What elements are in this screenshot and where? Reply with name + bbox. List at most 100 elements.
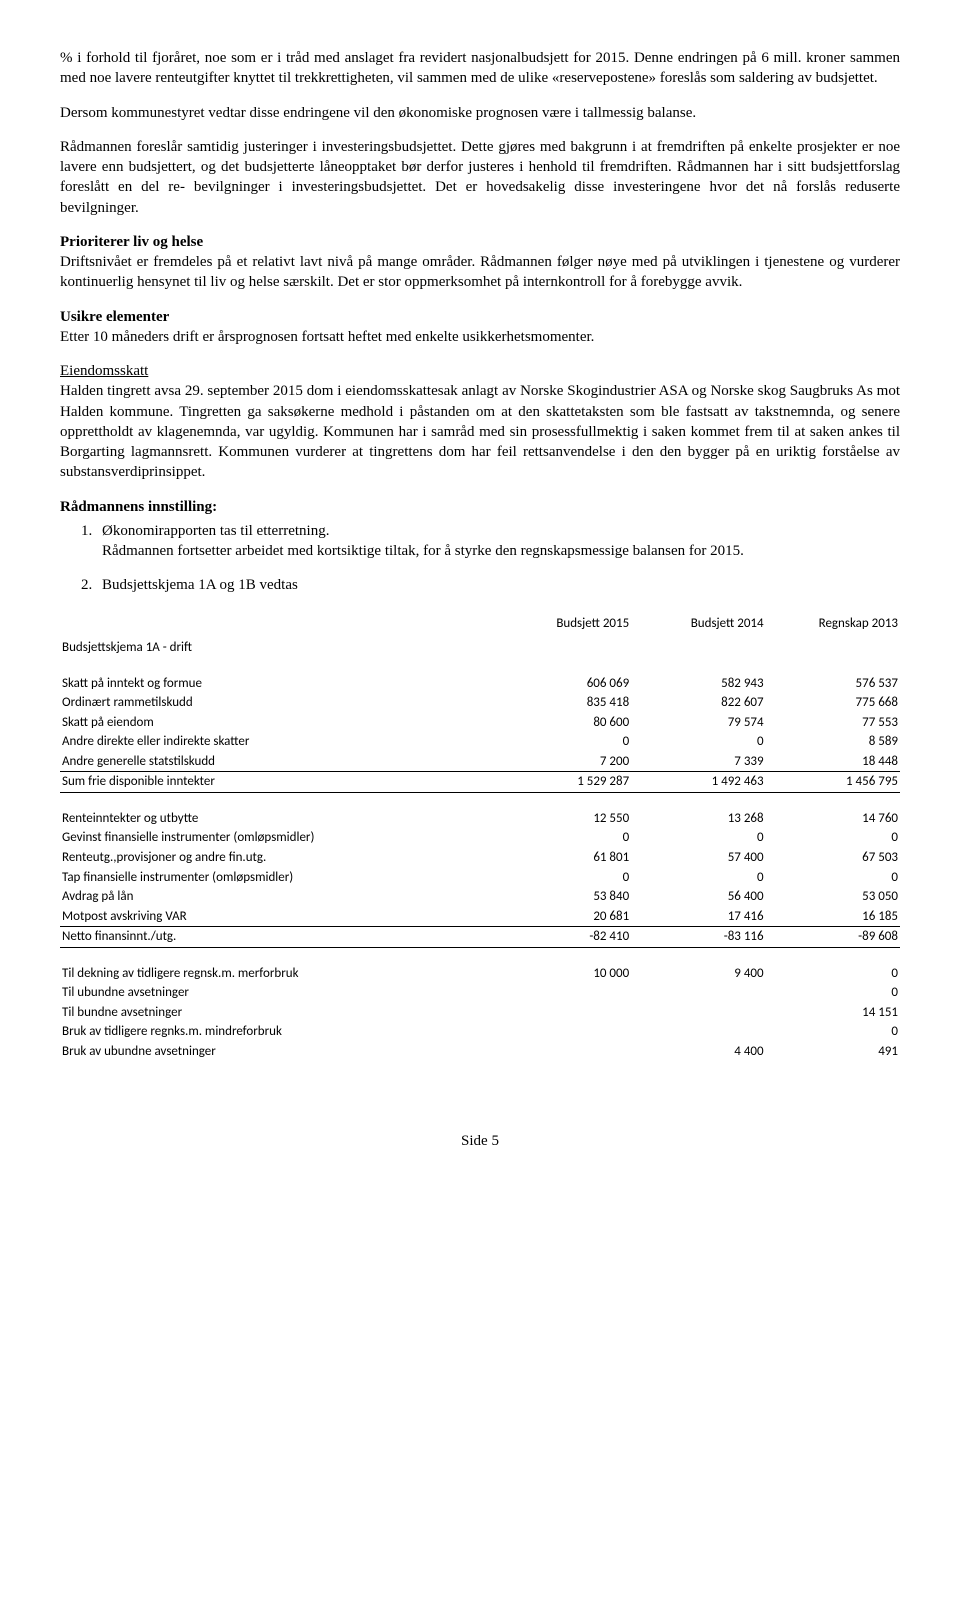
row-val: 7 200 bbox=[497, 752, 631, 772]
row-val: 835 418 bbox=[497, 693, 631, 713]
table-row: Ordinært rammetilskudd 835 418 822 607 7… bbox=[60, 693, 900, 713]
table-header-row: Budsjett 2015 Budsjett 2014 Regnskap 201… bbox=[60, 614, 900, 639]
row-val: 0 bbox=[766, 868, 900, 888]
table-row: Skatt på inntekt og formue 606 069 582 9… bbox=[60, 674, 900, 694]
table-row: Gevinst finansielle instrumenter (omløps… bbox=[60, 828, 900, 848]
row-val: 8 589 bbox=[766, 732, 900, 752]
row-val: 9 400 bbox=[631, 964, 765, 984]
table-sum-row: Sum frie disponible inntekter 1 529 287 … bbox=[60, 772, 900, 793]
table-row: Til bundne avsetninger 14 151 bbox=[60, 1003, 900, 1023]
row-label: Sum frie disponible inntekter bbox=[60, 772, 497, 793]
row-val: 56 400 bbox=[631, 887, 765, 907]
row-val: -89 608 bbox=[766, 927, 900, 948]
row-val: 16 185 bbox=[766, 907, 900, 927]
paragraph-2: Dersom kommunestyret vedtar disse endrin… bbox=[60, 103, 900, 123]
row-val: 10 000 bbox=[497, 964, 631, 984]
row-label: Gevinst finansielle instrumenter (omløps… bbox=[60, 828, 497, 848]
row-val: 14 151 bbox=[766, 1003, 900, 1023]
section-propertytax-body: Halden tingrett avsa 29. september 2015 … bbox=[60, 381, 900, 482]
row-label: Andre generelle statstilskudd bbox=[60, 752, 497, 772]
row-val: 61 801 bbox=[497, 848, 631, 868]
table-row: Tap finansielle instrumenter (omløpsmidl… bbox=[60, 868, 900, 888]
table-row: Andre direkte eller indirekte skatter 0 … bbox=[60, 732, 900, 752]
row-label: Netto finansinnt./utg. bbox=[60, 927, 497, 948]
section-priorities-body: Driftsnivået er fremdeles på et relativt… bbox=[60, 254, 900, 290]
row-label: Til dekning av tidligere regnsk.m. merfo… bbox=[60, 964, 497, 984]
table-sum-row: Netto finansinnt./utg. -82 410 -83 116 -… bbox=[60, 927, 900, 948]
row-val: 14 760 bbox=[766, 809, 900, 829]
row-val bbox=[497, 1042, 631, 1062]
row-val: 18 448 bbox=[766, 752, 900, 772]
row-label: Bruk av ubundne avsetninger bbox=[60, 1042, 497, 1062]
row-label: Bruk av tidligere regnks.m. mindreforbru… bbox=[60, 1022, 497, 1042]
row-val bbox=[631, 983, 765, 1003]
row-val bbox=[497, 983, 631, 1003]
row-label: Skatt på eiendom bbox=[60, 713, 497, 733]
row-val: 582 943 bbox=[631, 674, 765, 694]
row-val: 606 069 bbox=[497, 674, 631, 694]
row-val: 13 268 bbox=[631, 809, 765, 829]
row-val: -82 410 bbox=[497, 927, 631, 948]
row-val: 53 840 bbox=[497, 887, 631, 907]
section-uncertainty-head: Usikre elementer bbox=[60, 309, 169, 325]
col-regnskap-2013: Regnskap 2013 bbox=[766, 614, 900, 639]
col-budsjett-2014: Budsjett 2014 bbox=[631, 614, 765, 639]
row-label: Tap finansielle instrumenter (omløpsmidl… bbox=[60, 868, 497, 888]
row-val: 1 492 463 bbox=[631, 772, 765, 793]
row-val: 0 bbox=[497, 868, 631, 888]
row-label: Andre direkte eller indirekte skatter bbox=[60, 732, 497, 752]
section-uncertainty: Usikre elementer Etter 10 måneders drift… bbox=[60, 307, 900, 348]
table-row: Renteutg.,provisjoner og andre fin.utg. … bbox=[60, 848, 900, 868]
row-val: 17 416 bbox=[631, 907, 765, 927]
row-val: 1 456 795 bbox=[766, 772, 900, 793]
row-label: Til bundne avsetninger bbox=[60, 1003, 497, 1023]
row-val: 0 bbox=[766, 964, 900, 984]
table-row: Avdrag på lån 53 840 56 400 53 050 bbox=[60, 887, 900, 907]
section-priorities-head: Prioriterer liv og helse bbox=[60, 234, 203, 250]
row-val: 0 bbox=[497, 732, 631, 752]
row-val: 0 bbox=[631, 732, 765, 752]
table-row: Bruk av ubundne avsetninger 4 400 491 bbox=[60, 1042, 900, 1062]
row-val: 775 668 bbox=[766, 693, 900, 713]
innstilling-item-2: Budsjettskjema 1A og 1B vedtas bbox=[96, 575, 900, 595]
row-val: 491 bbox=[766, 1042, 900, 1062]
row-label: Motpost avskriving VAR bbox=[60, 907, 497, 927]
table-row: Skatt på eiendom 80 600 79 574 77 553 bbox=[60, 713, 900, 733]
section-priorities: Prioriterer liv og helse Driftsnivået er… bbox=[60, 232, 900, 293]
row-label: Renteinntekter og utbytte bbox=[60, 809, 497, 829]
row-label: Ordinært rammetilskudd bbox=[60, 693, 497, 713]
row-val bbox=[497, 1022, 631, 1042]
table-row: Til ubundne avsetninger 0 bbox=[60, 983, 900, 1003]
row-val: 20 681 bbox=[497, 907, 631, 927]
row-val: 12 550 bbox=[497, 809, 631, 829]
row-val bbox=[497, 1003, 631, 1023]
row-val bbox=[631, 1003, 765, 1023]
row-label: Avdrag på lån bbox=[60, 887, 497, 907]
paragraph-1: % i forhold til fjoråret, noe som er i t… bbox=[60, 48, 900, 89]
innstilling-item-1a: Økonomirapporten tas til etterretning. bbox=[102, 523, 329, 539]
row-val: 822 607 bbox=[631, 693, 765, 713]
row-val: 53 050 bbox=[766, 887, 900, 907]
row-val: 80 600 bbox=[497, 713, 631, 733]
row-val: 0 bbox=[497, 828, 631, 848]
row-val: 7 339 bbox=[631, 752, 765, 772]
row-val: 57 400 bbox=[631, 848, 765, 868]
section-uncertainty-body: Etter 10 måneders drift er årsprognosen … bbox=[60, 329, 594, 345]
paragraph-3: Rådmannen foreslår samtidig justeringer … bbox=[60, 137, 900, 218]
innstilling-item-1: Økonomirapporten tas til etterretning. R… bbox=[96, 521, 900, 562]
row-val: -83 116 bbox=[631, 927, 765, 948]
row-val: 67 503 bbox=[766, 848, 900, 868]
section-propertytax-head-wrap: Eiendomsskatt bbox=[60, 361, 900, 381]
row-val: 0 bbox=[766, 983, 900, 1003]
table-row: Renteinntekter og utbytte 12 550 13 268 … bbox=[60, 809, 900, 829]
table-row: Andre generelle statstilskudd 7 200 7 33… bbox=[60, 752, 900, 772]
budget-table: Budsjett 2015 Budsjett 2014 Regnskap 201… bbox=[60, 614, 900, 1062]
row-val: 576 537 bbox=[766, 674, 900, 694]
innstilling-heading: Rådmannens innstilling: bbox=[60, 497, 900, 517]
row-val bbox=[631, 1022, 765, 1042]
table-row: Til dekning av tidligere regnsk.m. merfo… bbox=[60, 964, 900, 984]
table-row: Motpost avskriving VAR 20 681 17 416 16 … bbox=[60, 907, 900, 927]
table-title: Budsjettskjema 1A - drift bbox=[60, 638, 497, 658]
row-val: 0 bbox=[766, 1022, 900, 1042]
row-label: Renteutg.,provisjoner og andre fin.utg. bbox=[60, 848, 497, 868]
